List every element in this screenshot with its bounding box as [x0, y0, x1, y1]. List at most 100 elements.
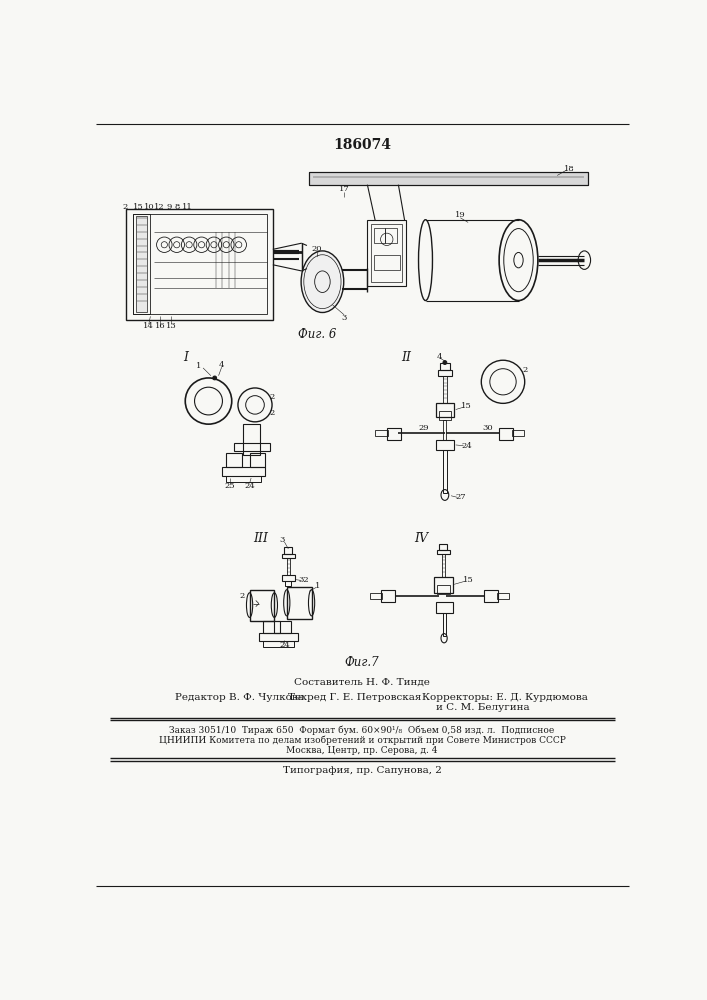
Text: III: III: [253, 532, 268, 545]
Text: 4: 4: [437, 353, 442, 361]
Bar: [440, 544, 448, 550]
Text: 29: 29: [419, 424, 429, 432]
Bar: [226, 453, 242, 466]
Bar: [274, 620, 291, 633]
Text: 18: 18: [563, 165, 574, 173]
Bar: [287, 558, 290, 575]
Bar: [282, 575, 295, 581]
Bar: [259, 633, 298, 641]
Text: 19: 19: [455, 211, 466, 219]
Bar: [250, 453, 265, 466]
Bar: [387, 428, 401, 440]
Bar: [136, 216, 147, 312]
Text: 20: 20: [312, 245, 322, 253]
Bar: [263, 641, 293, 647]
Bar: [436, 602, 452, 613]
Text: 27: 27: [455, 493, 466, 501]
Circle shape: [443, 361, 447, 364]
Bar: [285, 581, 291, 586]
Text: 25: 25: [225, 482, 235, 490]
Text: 32: 32: [298, 576, 309, 584]
Text: 11: 11: [182, 203, 193, 211]
Bar: [368, 220, 406, 286]
Text: 2: 2: [123, 203, 128, 211]
Bar: [309, 172, 588, 185]
Bar: [484, 590, 498, 602]
Text: 17: 17: [339, 185, 349, 193]
Bar: [134, 214, 151, 314]
Text: 1: 1: [315, 582, 320, 590]
Bar: [443, 613, 445, 636]
Bar: [443, 376, 448, 403]
Text: I: I: [182, 351, 188, 364]
Text: 3: 3: [341, 314, 347, 322]
Text: 15: 15: [463, 576, 474, 584]
Text: 1: 1: [196, 362, 201, 370]
Text: Фиг. 6: Фиг. 6: [298, 328, 337, 341]
Text: ЦНИИПИ Комитета по делам изобретений и открытий при Совете Министров СССР: ЦНИИПИ Комитета по делам изобретений и о…: [158, 736, 566, 745]
Bar: [497, 593, 509, 599]
Text: IV: IV: [414, 532, 428, 545]
Bar: [440, 363, 450, 370]
Text: Корректоры: Е. Д. Курдюмова: Корректоры: Е. Д. Курдюмова: [421, 693, 588, 702]
Text: 10: 10: [144, 203, 154, 211]
Text: 24: 24: [461, 442, 472, 450]
Bar: [385, 228, 397, 243]
Bar: [438, 370, 452, 376]
Bar: [223, 466, 265, 476]
Bar: [436, 403, 454, 417]
Text: 2: 2: [269, 393, 275, 401]
Text: 2: 2: [239, 592, 245, 600]
Bar: [438, 411, 451, 420]
Circle shape: [213, 376, 216, 380]
Bar: [443, 450, 448, 493]
Bar: [434, 577, 452, 593]
Bar: [282, 554, 295, 558]
Text: Заказ 3051/10  Тираж 650  Формат бум. 60×90¹/₈  Объем 0,58 изд. л.  Подписное: Заказ 3051/10 Тираж 650 Формат бум. 60×9…: [169, 726, 554, 735]
Text: Техред Г. Е. Петровская: Техред Г. Е. Петровская: [288, 693, 421, 702]
Text: Фиг.7: Фиг.7: [344, 656, 379, 669]
Text: 2: 2: [269, 409, 275, 417]
Text: 13: 13: [166, 322, 177, 330]
Bar: [512, 430, 524, 436]
Text: 12: 12: [154, 203, 165, 211]
Bar: [134, 214, 267, 314]
Bar: [443, 420, 446, 440]
Text: 3: 3: [279, 536, 285, 544]
Text: 4: 4: [219, 361, 224, 369]
Bar: [234, 443, 270, 451]
Bar: [243, 424, 260, 455]
Text: 30: 30: [482, 424, 493, 432]
Text: и С. М. Белугина: и С. М. Белугина: [436, 703, 530, 712]
Bar: [226, 476, 261, 482]
Text: Редактор В. Ф. Чулкова: Редактор В. Ф. Чулкова: [175, 693, 304, 702]
Bar: [436, 440, 454, 450]
Bar: [126, 209, 273, 320]
Bar: [370, 593, 382, 599]
Text: Типография, пр. Сапунова, 2: Типография, пр. Сапунова, 2: [283, 766, 441, 775]
Bar: [287, 587, 312, 619]
Bar: [371, 224, 402, 282]
Text: 24: 24: [244, 482, 255, 490]
Text: II: II: [401, 351, 411, 364]
Text: 2: 2: [522, 366, 527, 374]
Text: 186074: 186074: [333, 138, 391, 152]
Bar: [284, 547, 292, 554]
Bar: [263, 620, 280, 633]
Bar: [381, 590, 395, 602]
Text: Составитель Н. Ф. Тинде: Составитель Н. Ф. Тинде: [294, 678, 430, 687]
Bar: [375, 430, 387, 436]
Bar: [437, 550, 450, 554]
Bar: [442, 554, 445, 577]
Text: 14: 14: [144, 322, 154, 330]
Text: 15: 15: [134, 203, 144, 211]
Text: Москва, Центр, пр. Серова, д. 4: Москва, Центр, пр. Серова, д. 4: [286, 746, 438, 755]
Text: 15: 15: [461, 402, 472, 410]
Bar: [437, 585, 450, 594]
Ellipse shape: [301, 251, 344, 312]
Bar: [373, 228, 385, 243]
Text: 16: 16: [155, 322, 165, 330]
Bar: [373, 255, 400, 270]
Text: 8: 8: [175, 203, 180, 211]
Text: 9: 9: [166, 203, 172, 211]
